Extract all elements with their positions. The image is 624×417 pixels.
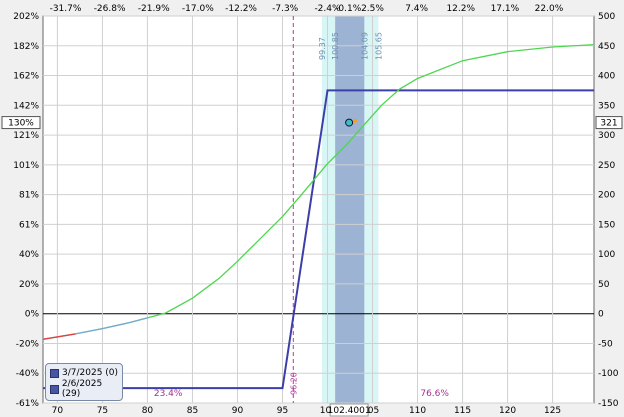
x-top-tick-label: -21.9%	[138, 4, 170, 14]
x-top-tick-label: 2.5%	[361, 4, 384, 14]
x-tick-label: 95	[277, 406, 288, 416]
expiry-pnl-line	[43, 89, 594, 390]
y-right-tick-label: 500	[598, 12, 615, 22]
breakeven-label: 96.20	[289, 372, 298, 395]
legend-swatch-icon	[50, 368, 59, 378]
legend-item-current[interactable]: 2/6/2025 (29)	[50, 379, 122, 399]
x-tick-label: 125	[544, 406, 561, 416]
y-left-tick-label: 182%	[13, 42, 39, 52]
y-left-tick-label: 162%	[13, 72, 39, 82]
x-tick-label: 70	[52, 406, 64, 416]
y-right-tick-label: 350	[598, 101, 615, 111]
y-left-tick-label: 142%	[13, 101, 39, 111]
x-tick-label: 110	[409, 406, 426, 416]
y-left-tick-label: 121%	[13, 131, 39, 141]
y-left-tick-label: -20%	[16, 339, 40, 349]
cursor-accent	[352, 118, 357, 123]
y-right-tick-label: 100	[598, 250, 615, 260]
legend-swatch-icon	[50, 384, 59, 394]
price-bands	[321, 16, 379, 403]
legend[interactable]: 3/7/2025 (0) 2/6/2025 (29)	[45, 363, 123, 401]
y-left-tick-label: -61%	[16, 399, 40, 409]
y-right-tick-label: -150	[598, 399, 619, 409]
prob-above-label: 76.6%	[420, 389, 449, 399]
current-price-box	[329, 403, 369, 417]
x-tick-label: 90	[232, 406, 244, 416]
y-right-tick-label: 400	[598, 72, 615, 82]
y-left-tick-label: 0%	[25, 310, 40, 320]
x-top-tick-label: -0.1%	[335, 4, 362, 14]
x-tick-label: 115	[454, 406, 471, 416]
axis-labels: 500202%450182%400162%350142%300121%25010…	[1, 4, 623, 417]
x-top-tick-label: 7.4%	[405, 4, 428, 14]
legend-label: 3/7/2025 (0)	[62, 368, 119, 378]
y-right-tick-label: 50	[598, 280, 610, 290]
y-left-tick-label: 20%	[19, 280, 39, 290]
y-right-tick-label: 450	[598, 42, 615, 52]
y-right-tick-label: -100	[598, 369, 619, 379]
y-left-tick-label: 61%	[19, 220, 39, 230]
x-tick-label: 80	[142, 406, 154, 416]
cursor-point	[345, 118, 354, 127]
legend-item-expiry[interactable]: 3/7/2025 (0)	[50, 366, 122, 380]
y-right-tick-label: -50	[598, 339, 613, 349]
x-tick-label: 10	[320, 406, 332, 416]
cursor-left-box	[1, 116, 41, 130]
prob-below-label: 23.4%	[154, 389, 183, 399]
band-edge-label: 100.85	[331, 32, 340, 60]
band-edge-label: 104.09	[360, 32, 369, 60]
current-pnl-deep-loss-segment	[42, 333, 76, 340]
x-top-tick-label: 17.1%	[491, 4, 520, 14]
markers	[345, 118, 357, 127]
series-lines	[42, 16, 595, 403]
y-right-tick-label: 300	[598, 131, 615, 141]
y-left-tick-label: 101%	[13, 161, 39, 171]
y-right-tick-label: 200	[598, 191, 615, 201]
y-left-tick-label: 81%	[19, 191, 39, 201]
plot-area	[42, 15, 595, 404]
y-left-tick-label: 202%	[13, 12, 39, 22]
x-top-tick-label: -2.4%	[314, 4, 341, 14]
y-right-tick-label: 0	[598, 310, 604, 320]
x-top-tick-label: -31.7%	[50, 4, 82, 14]
band-edge-label: 99.37	[318, 37, 327, 60]
x-top-tick-label: 22.0%	[535, 4, 564, 14]
grid-lines	[43, 15, 594, 404]
cursor-right-label: 321	[600, 119, 617, 129]
cursor-left-label: 130%	[8, 119, 34, 129]
y-right-tick-label: 250	[598, 161, 615, 171]
current-price-label: 102.4001	[328, 406, 371, 416]
inner-band	[335, 16, 365, 403]
cursor-right-box	[595, 116, 623, 130]
x-tick-label: 120	[499, 406, 516, 416]
x-top-tick-label: 12.2%	[446, 4, 475, 14]
y-left-tick-label: 40%	[19, 250, 39, 260]
x-top-tick-label: -17.0%	[182, 4, 214, 14]
y-left-tick-label: -40%	[16, 369, 40, 379]
band-edge-label: 105.65	[374, 32, 383, 60]
x-top-tick-label: -12.2%	[225, 4, 257, 14]
x-tick-label: 85	[187, 406, 198, 416]
x-top-tick-label: -7.3%	[272, 4, 299, 14]
legend-label: 2/6/2025 (29)	[61, 379, 103, 399]
y-right-tick-label: 150	[598, 220, 615, 230]
x-tick-label: 05	[368, 406, 379, 416]
x-tick-label: 75	[97, 406, 108, 416]
x-top-tick-label: -26.8%	[94, 4, 126, 14]
